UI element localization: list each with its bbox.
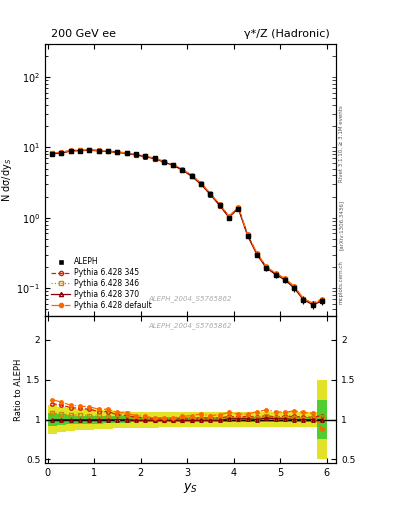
Text: γ*/Z (Hadronic): γ*/Z (Hadronic) — [244, 29, 330, 39]
Text: [arXiv:1306.3436]: [arXiv:1306.3436] — [339, 200, 344, 250]
Text: Rivet 3.1.10, ≥ 3.1M events: Rivet 3.1.10, ≥ 3.1M events — [339, 105, 344, 182]
Text: ALEPH_2004_S5765862: ALEPH_2004_S5765862 — [149, 295, 232, 303]
Text: ALEPH_2004_S5765862: ALEPH_2004_S5765862 — [149, 322, 232, 329]
X-axis label: $y_S$: $y_S$ — [183, 481, 198, 495]
Y-axis label: N dσ/dy$_S$: N dσ/dy$_S$ — [0, 158, 14, 202]
Y-axis label: Ratio to ALEPH: Ratio to ALEPH — [14, 358, 23, 421]
Text: 200 GeV ee: 200 GeV ee — [51, 29, 116, 39]
Text: mcplots.cern.ch: mcplots.cern.ch — [339, 260, 344, 304]
Legend: ALEPH, Pythia 6.428 345, Pythia 6.428 346, Pythia 6.428 370, Pythia 6.428 defaul: ALEPH, Pythia 6.428 345, Pythia 6.428 34… — [49, 255, 154, 312]
